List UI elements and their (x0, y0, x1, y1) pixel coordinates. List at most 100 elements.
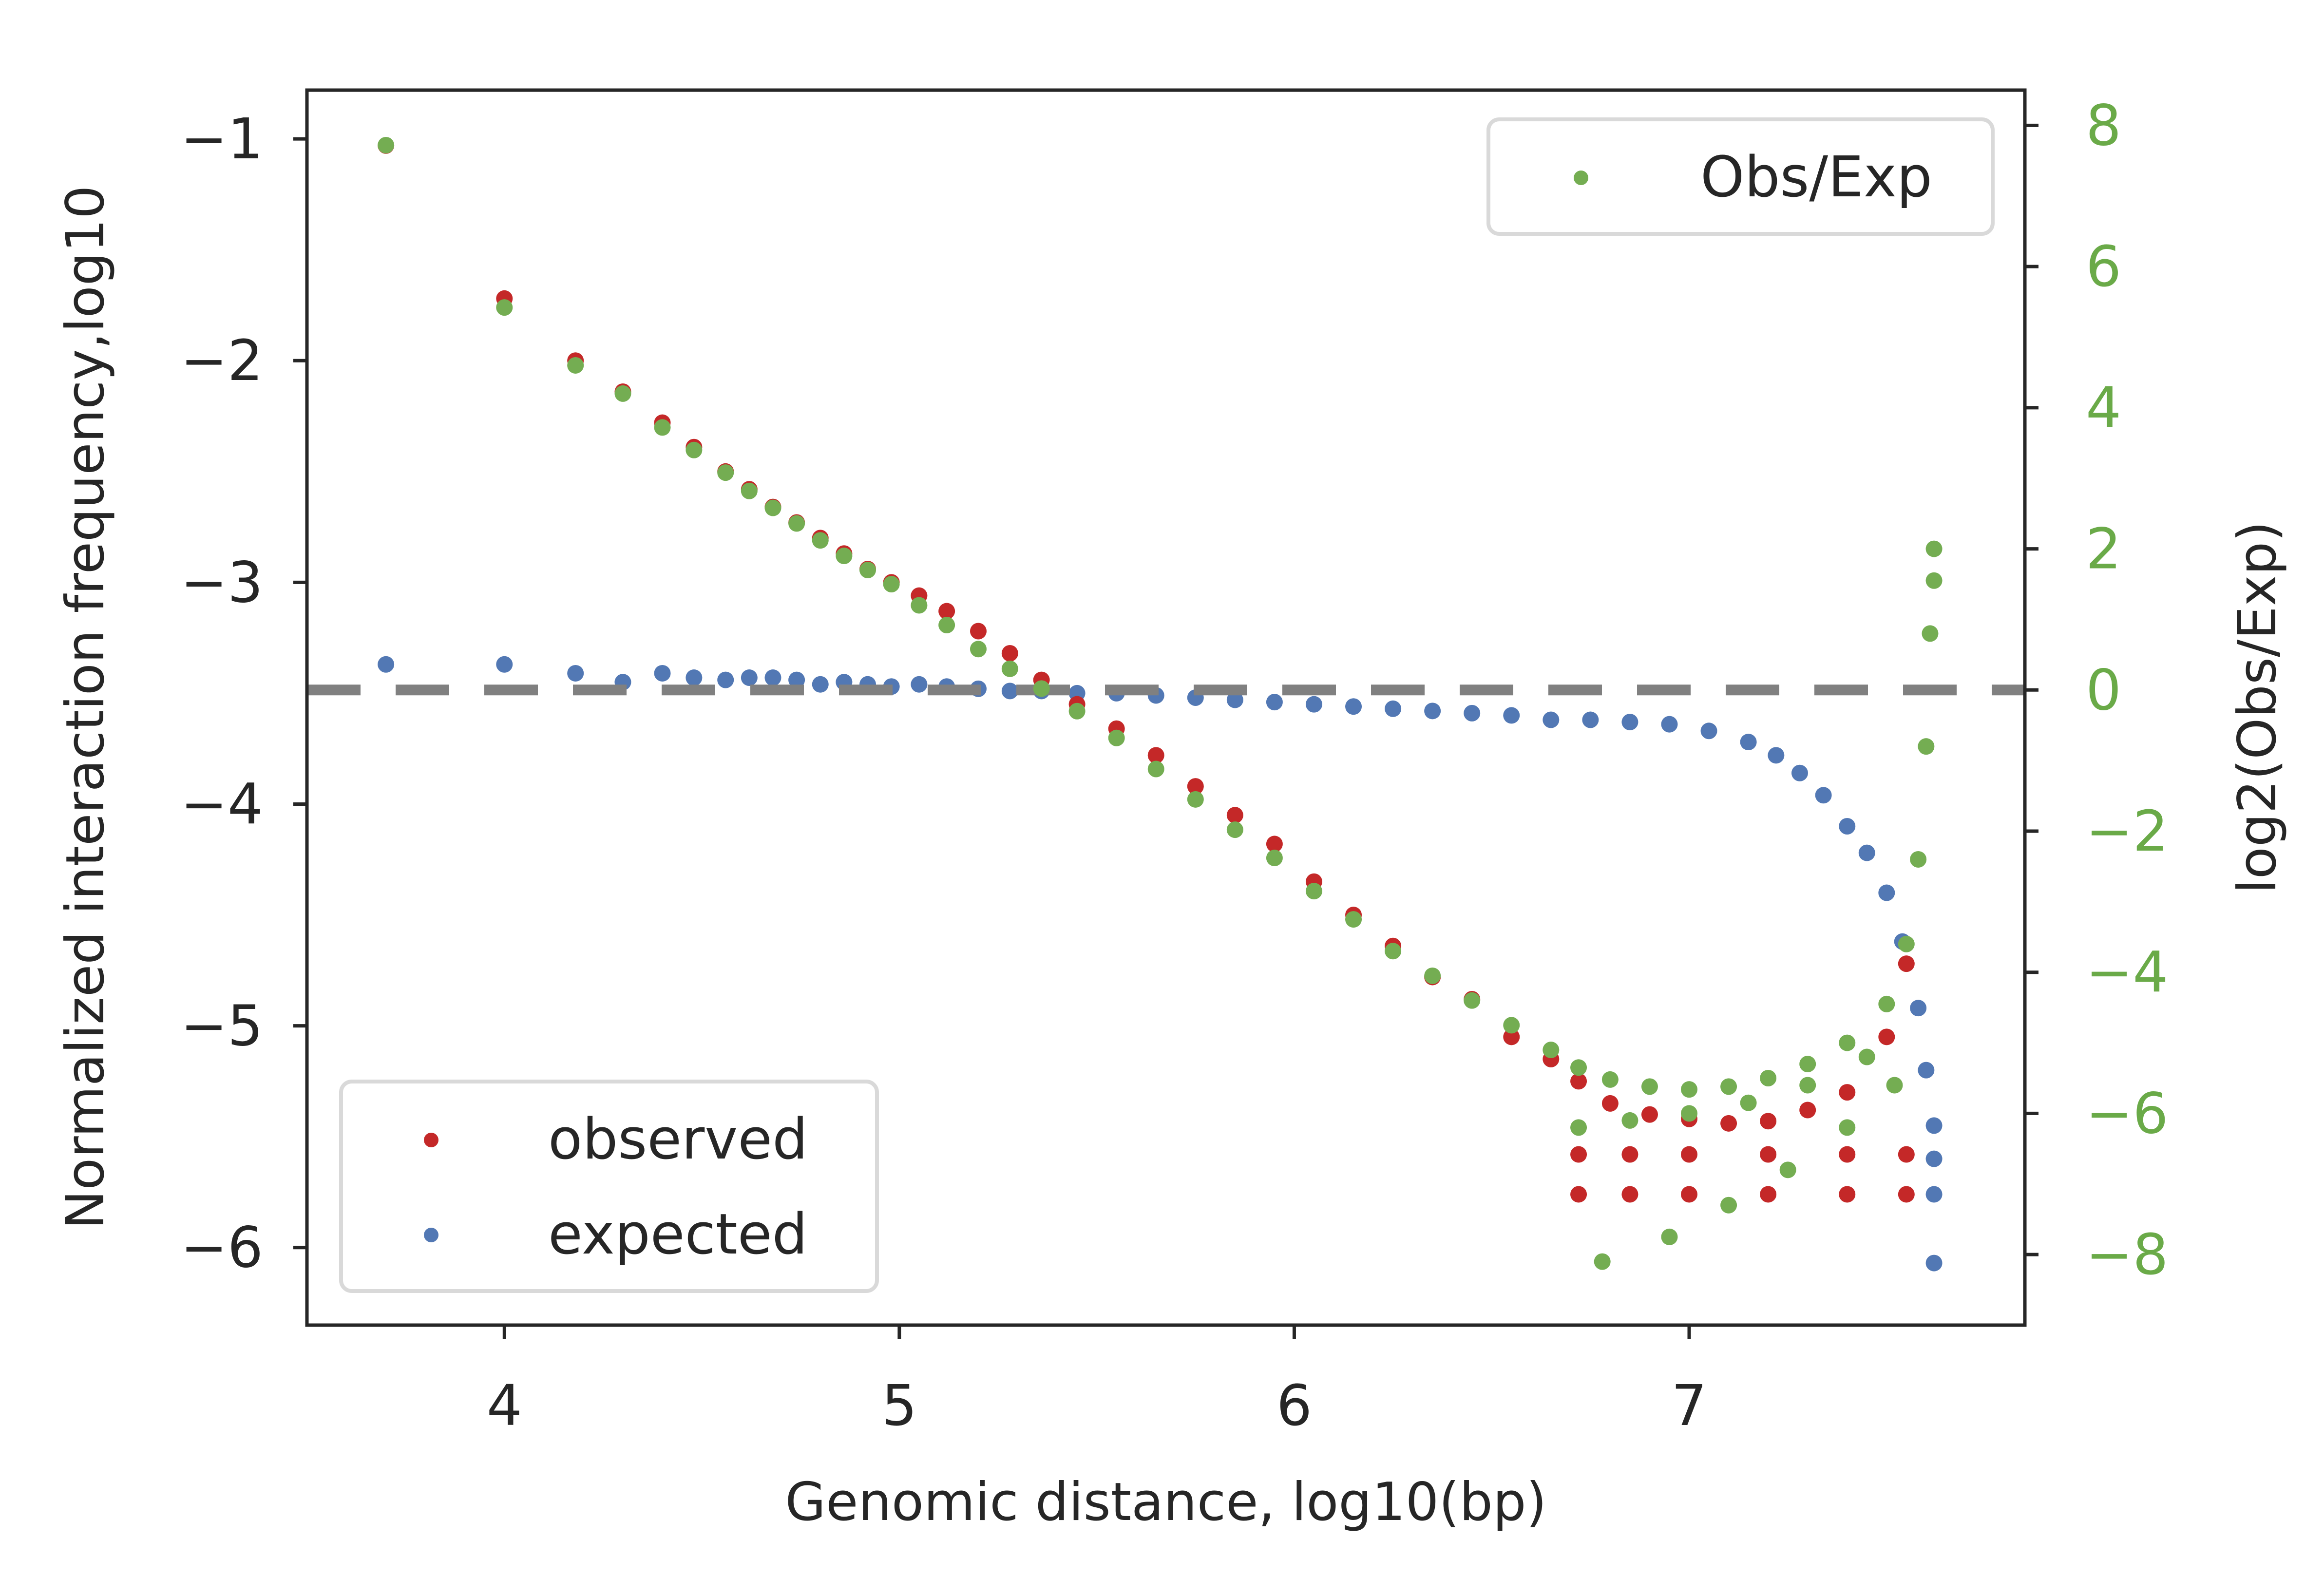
expected-point (1305, 696, 1322, 713)
obs-exp-point (1594, 1253, 1611, 1270)
obs-exp-point (911, 597, 928, 614)
observed-point (1898, 1186, 1915, 1203)
y-axis-ticks: −1 −2 −3 −4 −5 −6 (180, 107, 307, 1281)
obs-exp-point (859, 562, 876, 579)
obs-exp-point (1799, 1077, 1816, 1094)
legend-expected-marker (424, 1228, 438, 1242)
expected-point (1385, 700, 1402, 717)
observed-point (1147, 747, 1164, 764)
legend-obs-exp-label: Obs/Exp (1700, 145, 1932, 210)
x-tick-label: 6 (1276, 1373, 1312, 1439)
y2-tick-label: 8 (2086, 93, 2121, 158)
obs-exp-point (1661, 1228, 1678, 1245)
obs-exp-point (812, 532, 829, 549)
observed-point (1839, 1146, 1856, 1163)
expected-point (1925, 1186, 1943, 1203)
obs-exp-point (567, 357, 584, 374)
expected-point (1503, 707, 1520, 724)
legend-observed-expected: observed expected (339, 1080, 879, 1293)
obs-exp-point (1424, 967, 1441, 984)
observed-point (1621, 1146, 1638, 1163)
expected-point (788, 671, 805, 688)
observed-point (1570, 1186, 1587, 1203)
expected-point (1621, 714, 1638, 731)
expected-point (1543, 711, 1560, 728)
expected-point (378, 656, 395, 673)
observed-point (1898, 1146, 1915, 1163)
expected-point (1345, 698, 1362, 715)
x-tick-label: 7 (1671, 1373, 1707, 1439)
obs-exp-point (1779, 1161, 1796, 1178)
expected-point (1266, 694, 1283, 711)
obs-exp-point (614, 385, 631, 402)
obs-exp-point (1570, 1059, 1587, 1076)
obs-exp-point (1001, 660, 1018, 677)
obs-exp-point (1839, 1034, 1856, 1051)
obs-exp-point (1925, 540, 1943, 557)
legend-obs-exp-marker (1574, 171, 1588, 185)
obs-exp-point (1641, 1078, 1658, 1095)
obs-exp-point (1878, 995, 1895, 1012)
expected-point (1839, 817, 1856, 835)
observed-point (938, 603, 955, 620)
observed-point (1187, 778, 1204, 795)
expected-point (1700, 722, 1717, 740)
obs-exp-point (717, 464, 734, 481)
obs-exp-point (1720, 1078, 1737, 1095)
expected-point (1424, 703, 1441, 720)
obs-exp-point (1681, 1105, 1698, 1122)
expected-point (1858, 844, 1875, 861)
expected-point (1925, 1254, 1943, 1272)
obs-exp-point (1799, 1056, 1816, 1073)
obs-exp-point (1918, 738, 1935, 755)
expected-point (1791, 764, 1808, 781)
x-tick-label: 5 (881, 1373, 917, 1439)
expected-point (1582, 711, 1599, 728)
y2-axis-ticks: 8 6 4 2 0 −2 −4 −6 −8 (2025, 93, 2169, 1288)
obs-exp-point (1858, 1048, 1875, 1065)
legend-box (339, 1080, 879, 1293)
obs-exp-point (1543, 1042, 1560, 1059)
observed-point (1878, 1028, 1895, 1045)
obs-exp-point (1740, 1094, 1757, 1111)
expected-point (1910, 1000, 1927, 1017)
obs-exp-point (741, 482, 758, 499)
expected-point (1878, 884, 1895, 901)
observed-point (1681, 1186, 1698, 1203)
y2-tick-label: 2 (2086, 517, 2121, 582)
expected-point (1740, 734, 1757, 751)
obs-exp-point (1305, 883, 1322, 900)
expected-point (1226, 691, 1243, 708)
x-tick-label: 4 (487, 1373, 522, 1439)
obs-exp-point (686, 441, 703, 458)
obs-exp-point (1108, 729, 1125, 746)
obs-exp-point (1720, 1197, 1737, 1214)
observed-point (1839, 1084, 1856, 1101)
legend-expected-label: expected (548, 1202, 808, 1267)
obs-exp-point (1345, 911, 1362, 928)
observed-point (970, 623, 987, 640)
observed-point (1503, 1028, 1520, 1045)
obs-exp-point (883, 576, 900, 592)
obs-exp-point (836, 548, 853, 565)
y-tick-label: −1 (180, 107, 263, 172)
expected-point (1661, 716, 1678, 733)
obs-exp-point (1925, 572, 1943, 589)
obs-exp-point (788, 515, 805, 532)
expected-point (1925, 1150, 1943, 1167)
x-axis-ticks: 4 5 6 7 (487, 1325, 1707, 1439)
expected-point (1815, 787, 1832, 804)
observed-point (1760, 1113, 1777, 1130)
obs-exp-point (1601, 1071, 1619, 1088)
y-tick-label: −3 (180, 550, 263, 615)
expected-point (686, 669, 703, 686)
obs-exp-point (1226, 821, 1243, 838)
obs-exp-point (496, 299, 513, 316)
obs-exp-point (654, 419, 671, 436)
legend-observed-marker (424, 1133, 438, 1147)
expected-point (496, 656, 513, 673)
obs-exp-point (1503, 1017, 1520, 1034)
y2-tick-label: 4 (2086, 376, 2121, 441)
y-tick-label: −5 (180, 994, 263, 1059)
